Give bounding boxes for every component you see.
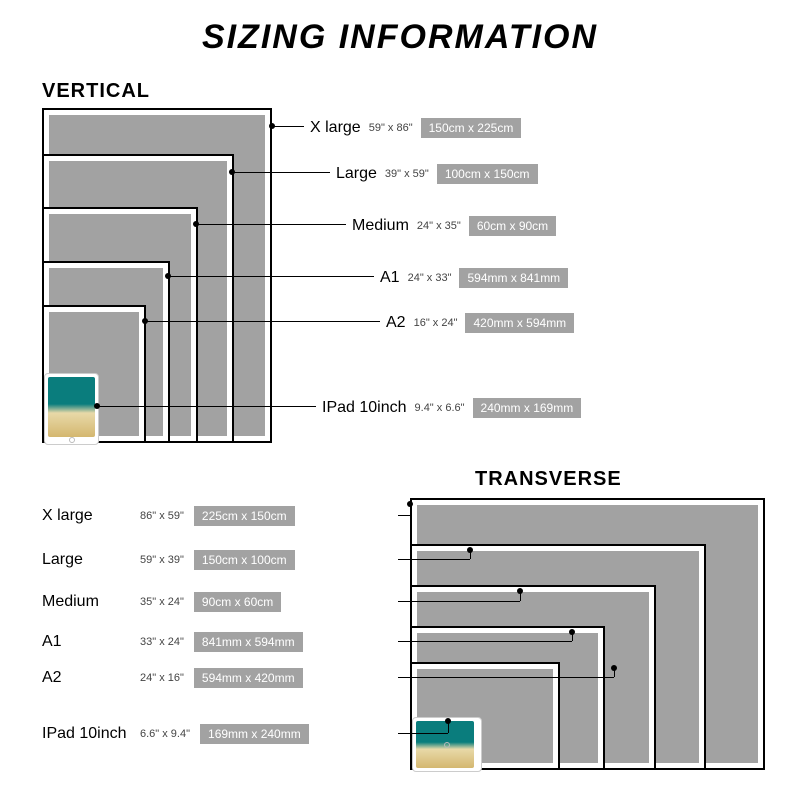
leader-line <box>97 406 316 407</box>
size-inches: 24" x 33" <box>408 272 452 284</box>
size-label-row: IPad 10inch 9.4" x 6.6" 240mm x 169mm <box>322 398 581 418</box>
size-label-row: A2 24" x 16" 594mm x 420mm <box>42 668 303 688</box>
leader-line <box>145 321 380 322</box>
size-label-row: Medium 35" x 24" 90cm x 60cm <box>42 592 281 612</box>
size-label-row: X large 86" x 59" 225cm x 150cm <box>42 506 295 526</box>
transverse-section-title: TRANSVERSE <box>475 468 622 491</box>
size-metric-badge: 594mm x 420mm <box>194 668 303 688</box>
leader-line <box>398 559 470 560</box>
leader-line-vertical <box>614 666 615 677</box>
leader-line <box>196 224 346 225</box>
size-inches: 24" x 35" <box>417 220 461 232</box>
size-label-row: A1 33" x 24" 841mm x 594mm <box>42 632 303 652</box>
size-name: Large <box>336 165 377 183</box>
size-name: X large <box>310 119 361 137</box>
size-metric-badge: 420mm x 594mm <box>465 313 574 333</box>
ipad-mock <box>412 717 482 772</box>
size-metric-badge: 841mm x 594mm <box>194 632 303 652</box>
size-metric-badge: 169mm x 240mm <box>200 724 309 744</box>
size-metric-badge: 90cm x 60cm <box>194 592 281 612</box>
size-inches: 35" x 24" <box>140 596 184 608</box>
size-inches: 86" x 59" <box>140 510 184 522</box>
leader-line <box>398 641 572 642</box>
size-name: A2 <box>386 314 406 332</box>
size-label-row: IPad 10inch 6.6" x 9.4" 169mm x 240mm <box>42 724 309 744</box>
size-metric-badge: 100cm x 150cm <box>437 164 538 184</box>
ipad-mock <box>44 373 99 445</box>
size-name: A1 <box>42 633 130 651</box>
size-name: A2 <box>42 669 130 687</box>
size-metric-badge: 594mm x 841mm <box>459 268 568 288</box>
leader-line <box>398 733 448 734</box>
size-name: Medium <box>352 217 409 235</box>
size-inches: 9.4" x 6.6" <box>415 402 465 414</box>
size-label-row: X large 59" x 86" 150cm x 225cm <box>310 118 521 138</box>
leader-line-vertical <box>448 719 449 733</box>
size-inches: 59" x 86" <box>369 122 413 134</box>
size-inches: 24" x 16" <box>140 672 184 684</box>
leader-line-vertical <box>470 548 471 559</box>
leader-line <box>398 601 520 602</box>
size-metric-badge: 225cm x 150cm <box>194 506 295 526</box>
size-name: IPad 10inch <box>322 399 407 417</box>
size-inches: 59" x 39" <box>140 554 184 566</box>
size-name: IPad 10inch <box>42 725 130 743</box>
size-label-row: Medium 24" x 35" 60cm x 90cm <box>352 216 556 236</box>
vertical-section-title: VERTICAL <box>42 80 150 103</box>
size-name: X large <box>42 507 130 525</box>
size-metric-badge: 60cm x 90cm <box>469 216 556 236</box>
leader-line <box>398 515 410 516</box>
size-metric-badge: 240mm x 169mm <box>473 398 582 418</box>
size-metric-badge: 150cm x 225cm <box>421 118 522 138</box>
size-label-row: A1 24" x 33" 594mm x 841mm <box>380 268 568 288</box>
leader-line-vertical <box>520 589 521 601</box>
main-title: SIZING INFORMATION <box>0 18 800 57</box>
size-metric-badge: 150cm x 100cm <box>194 550 295 570</box>
leader-line <box>168 276 374 277</box>
size-label-row: Large 59" x 39" 150cm x 100cm <box>42 550 295 570</box>
size-name: Large <box>42 551 130 569</box>
size-inches: 16" x 24" <box>414 317 458 329</box>
size-name: Medium <box>42 593 130 611</box>
size-inches: 39" x 59" <box>385 168 429 180</box>
leader-line <box>232 172 330 173</box>
size-label-row: Large 39" x 59" 100cm x 150cm <box>336 164 538 184</box>
size-inches: 33" x 24" <box>140 636 184 648</box>
leader-line-vertical <box>572 630 573 641</box>
leader-line <box>272 126 304 127</box>
leader-line <box>398 677 614 678</box>
size-inches: 6.6" x 9.4" <box>140 728 190 740</box>
size-name: A1 <box>380 269 400 287</box>
size-label-row: A2 16" x 24" 420mm x 594mm <box>386 313 574 333</box>
leader-line-vertical <box>410 502 411 515</box>
